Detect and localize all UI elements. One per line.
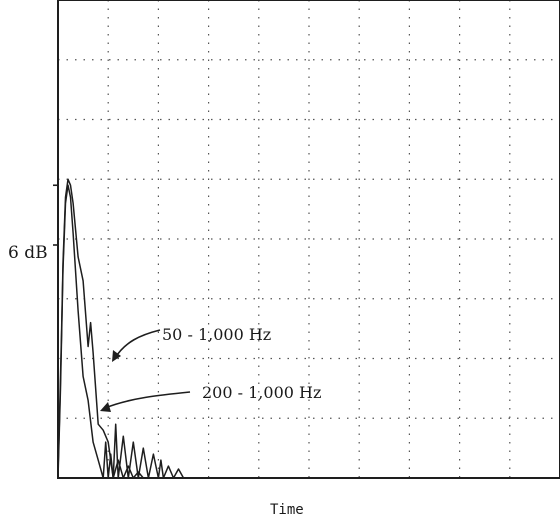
series-line-1 [57,184,144,479]
annotation-arrowhead [112,350,121,362]
x-axis-label: Time [270,502,304,517]
annotation-arrowhead [100,402,111,412]
annotation-50-1000hz: 50 - 1,000 Hz [112,325,271,362]
annotation-arrow [104,391,191,409]
series-label-200-1000hz: 200 - 1,000 Hz [202,383,321,402]
plot-frame [57,0,560,479]
y-scale-label: 6 dB [8,243,48,263]
annotation-200-1000hz: 200 - 1,000 Hz [100,383,321,412]
annotation-arrow [114,329,161,359]
traces [57,178,185,479]
scale-ticks [53,184,59,246]
series-label-50-1000hz: 50 - 1,000 Hz [162,325,271,344]
grid-lines [58,0,560,478]
